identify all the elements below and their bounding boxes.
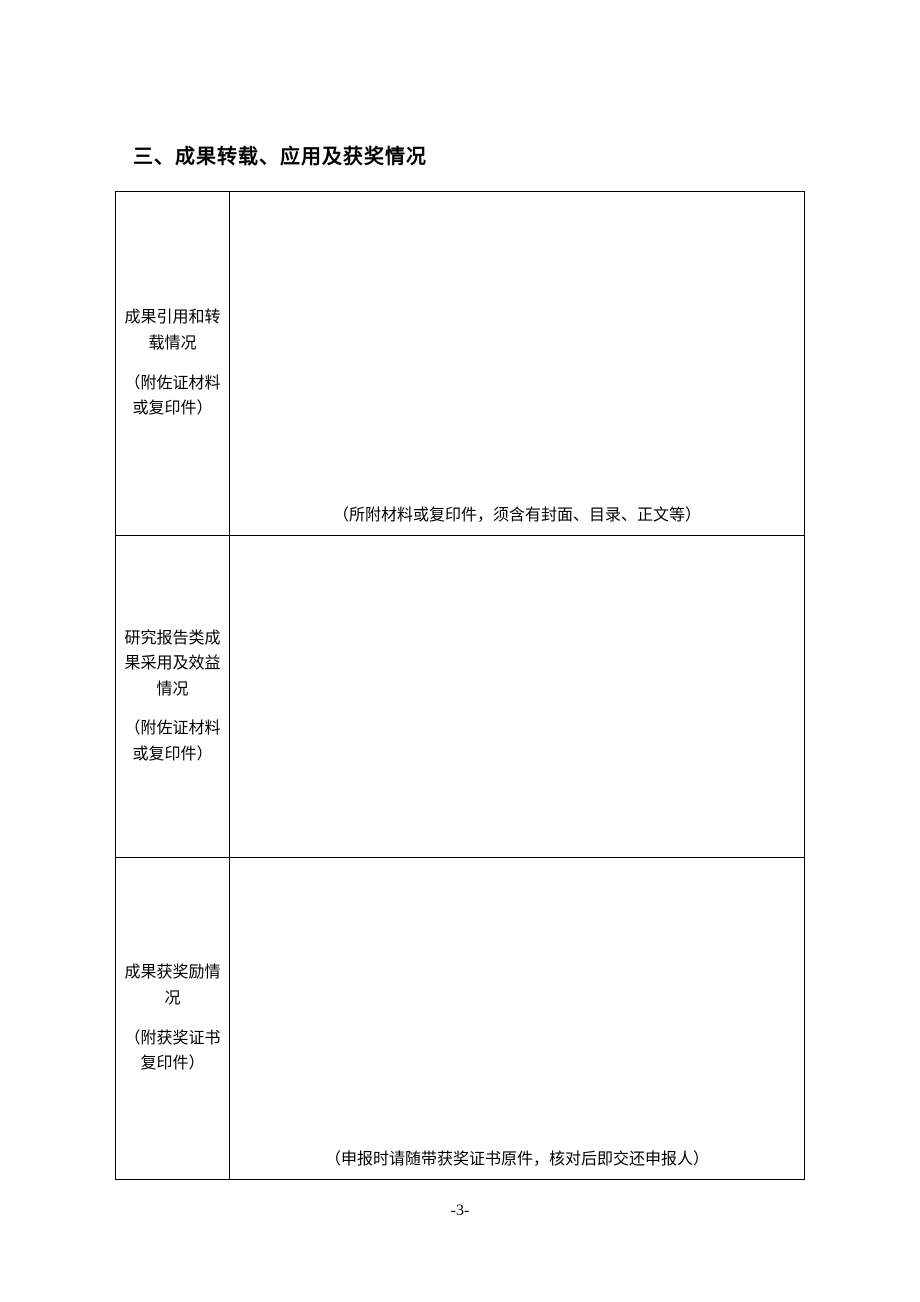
- label-sub: （附获奖证书复印件）: [124, 1026, 221, 1077]
- section-title: 三、成果转载、应用及获奖情况: [115, 140, 805, 169]
- label-cell-report: 研究报告类成果采用及效益情况 （附佐证材料或复印件）: [116, 536, 230, 858]
- content-cell-report: [230, 536, 805, 858]
- label-sub: （附佐证材料或复印件）: [124, 371, 221, 422]
- label-main: 成果引用和转载情况: [124, 305, 221, 356]
- content-cell-award: （申报时请随带获奖证书原件，核对后即交还申报人）: [230, 858, 805, 1180]
- label-sub: （附佐证材料或复印件）: [124, 716, 221, 767]
- label-cell-award: 成果获奖励情况 （附获奖证书复印件）: [116, 858, 230, 1180]
- table-row: 成果获奖励情况 （附获奖证书复印件） （申报时请随带获奖证书原件，核对后即交还申…: [116, 858, 805, 1180]
- cell-note: （申报时请随带获奖证书原件，核对后即交还申报人）: [230, 1145, 804, 1169]
- cell-note: （所附材料或复印件，须含有封面、目录、正文等）: [230, 501, 804, 525]
- content-cell-citation: （所附材料或复印件，须含有封面、目录、正文等）: [230, 192, 805, 536]
- page-number: -3-: [0, 1202, 920, 1220]
- table-row: 成果引用和转载情况 （附佐证材料或复印件） （所附材料或复印件，须含有封面、目录…: [116, 192, 805, 536]
- label-main: 研究报告类成果采用及效益情况: [124, 626, 221, 703]
- page-container: 三、成果转载、应用及获奖情况 成果引用和转载情况 （附佐证材料或复印件） （所附…: [0, 0, 920, 1240]
- table-row: 研究报告类成果采用及效益情况 （附佐证材料或复印件）: [116, 536, 805, 858]
- form-table: 成果引用和转载情况 （附佐证材料或复印件） （所附材料或复印件，须含有封面、目录…: [115, 191, 805, 1180]
- label-cell-citation: 成果引用和转载情况 （附佐证材料或复印件）: [116, 192, 230, 536]
- label-main: 成果获奖励情况: [124, 960, 221, 1011]
